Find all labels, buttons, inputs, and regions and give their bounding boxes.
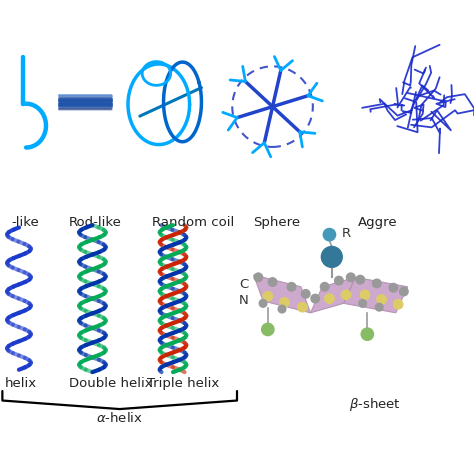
Text: -like: -like xyxy=(12,216,40,228)
Text: Random coil: Random coil xyxy=(152,216,234,228)
Circle shape xyxy=(298,302,307,312)
Circle shape xyxy=(254,273,263,282)
Text: Rod-like: Rod-like xyxy=(69,216,122,228)
Circle shape xyxy=(323,228,336,241)
Circle shape xyxy=(377,295,386,304)
Text: $\alpha$-helix: $\alpha$-helix xyxy=(96,411,143,425)
Circle shape xyxy=(393,300,403,309)
Circle shape xyxy=(341,290,351,300)
Circle shape xyxy=(268,278,277,286)
Text: Triple helix: Triple helix xyxy=(147,377,219,390)
Circle shape xyxy=(311,294,319,303)
Circle shape xyxy=(262,323,274,336)
Circle shape xyxy=(360,290,370,300)
Circle shape xyxy=(280,298,289,307)
Text: Aggre: Aggre xyxy=(358,216,398,228)
Text: helix: helix xyxy=(5,377,37,390)
Circle shape xyxy=(400,287,408,296)
Circle shape xyxy=(373,279,381,288)
Circle shape xyxy=(346,273,355,282)
Circle shape xyxy=(301,290,310,298)
Circle shape xyxy=(335,276,343,285)
Circle shape xyxy=(325,294,334,303)
Circle shape xyxy=(278,305,286,313)
Polygon shape xyxy=(344,277,408,313)
Circle shape xyxy=(320,283,329,291)
Text: N: N xyxy=(239,294,249,308)
Polygon shape xyxy=(254,275,310,313)
Polygon shape xyxy=(310,277,356,313)
Text: C: C xyxy=(239,278,249,291)
Circle shape xyxy=(375,303,383,311)
Circle shape xyxy=(356,275,365,284)
Circle shape xyxy=(259,300,267,307)
Circle shape xyxy=(389,283,398,292)
Text: $\beta$-sheet: $\beta$-sheet xyxy=(348,396,401,413)
Circle shape xyxy=(263,292,273,301)
Circle shape xyxy=(361,328,374,340)
Text: R: R xyxy=(341,227,350,240)
Text: Sphere: Sphere xyxy=(254,216,301,228)
Circle shape xyxy=(321,246,342,267)
Circle shape xyxy=(359,300,366,307)
Text: Double helix: Double helix xyxy=(69,377,152,390)
Circle shape xyxy=(287,283,296,291)
